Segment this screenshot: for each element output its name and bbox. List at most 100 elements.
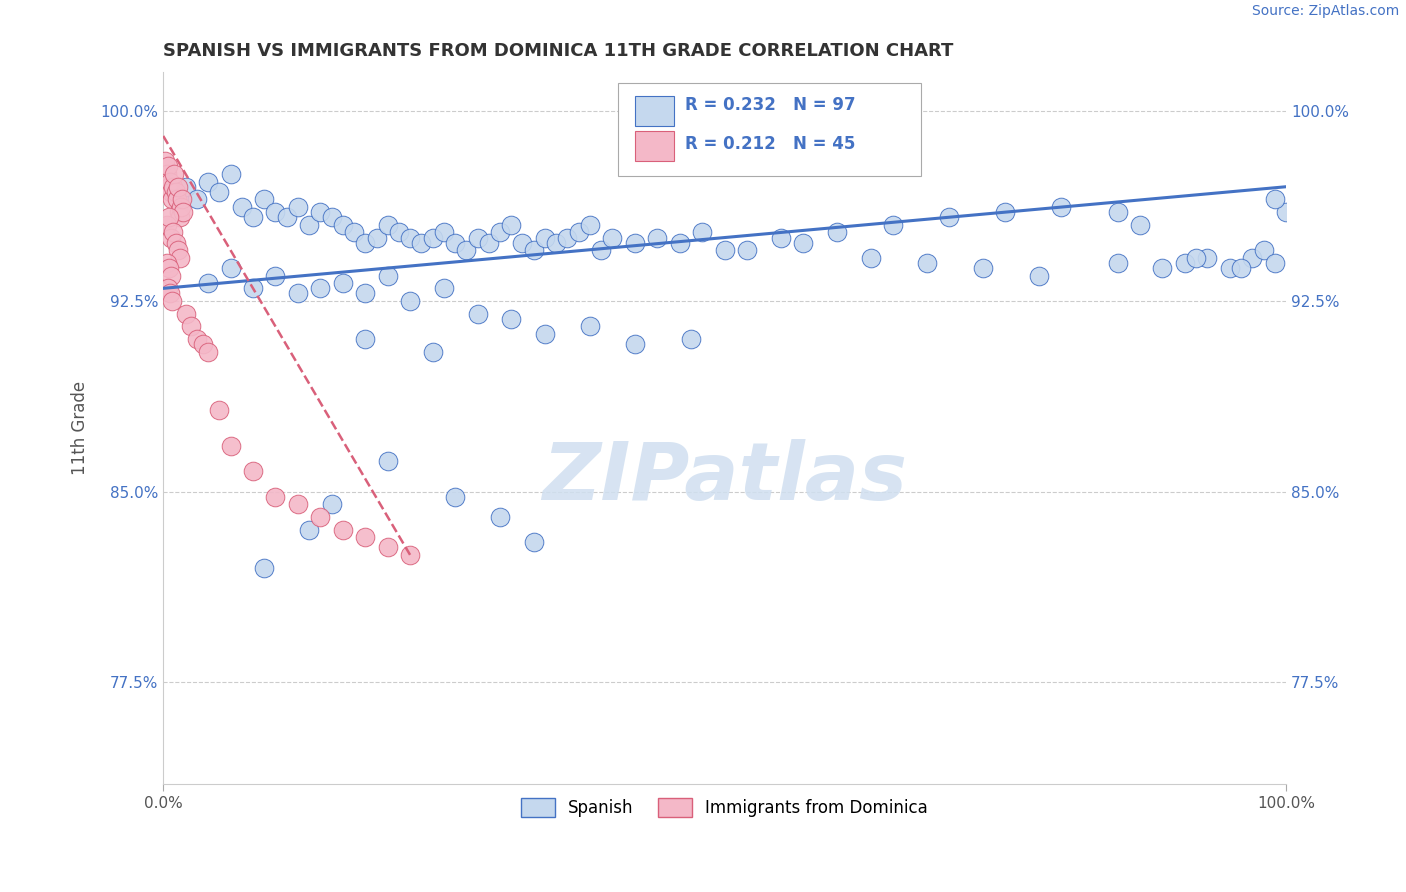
Point: [219, 167, 242, 181]
Point: [155, 167, 177, 181]
Point: [332, 277, 354, 291]
Point: [467, 307, 489, 321]
Bar: [634, 96, 673, 126]
Point: [938, 211, 960, 225]
Point: [1185, 251, 1208, 265]
Point: [456, 244, 478, 258]
Point: [534, 230, 557, 244]
Point: [1241, 251, 1264, 265]
Point: [167, 205, 190, 219]
Point: [180, 319, 202, 334]
Point: [1197, 251, 1219, 265]
Point: [467, 230, 489, 244]
Point: [1152, 260, 1174, 275]
Point: [354, 286, 377, 301]
Point: [546, 235, 568, 250]
Point: [1028, 268, 1050, 283]
Point: [166, 244, 188, 258]
Point: [242, 211, 264, 225]
Legend: Spanish, Immigrants from Dominica: Spanish, Immigrants from Dominica: [513, 789, 936, 825]
Point: [169, 251, 191, 265]
Point: [321, 497, 343, 511]
Point: [309, 510, 332, 524]
Y-axis label: 11th Grade: 11th Grade: [72, 381, 89, 475]
Point: [557, 230, 579, 244]
Point: [165, 185, 187, 199]
Point: [186, 193, 208, 207]
Point: [645, 230, 668, 244]
Point: [1174, 256, 1197, 270]
Point: [972, 260, 994, 275]
Text: Source: ZipAtlas.com: Source: ZipAtlas.com: [1251, 4, 1399, 19]
Point: [679, 332, 702, 346]
Point: [1219, 260, 1241, 275]
Point: [157, 260, 180, 275]
Point: [174, 307, 197, 321]
Point: [489, 226, 512, 240]
Point: [276, 211, 298, 225]
Point: [332, 218, 354, 232]
Point: [160, 193, 183, 207]
Point: [156, 160, 179, 174]
Point: [298, 218, 321, 232]
Point: [162, 179, 184, 194]
Bar: [634, 131, 673, 161]
Point: [1264, 193, 1286, 207]
Point: [1253, 244, 1275, 258]
Point: [157, 211, 180, 225]
Point: [792, 235, 814, 250]
Point: [690, 226, 713, 240]
Point: [172, 193, 194, 207]
Point: [186, 332, 208, 346]
Point: [157, 179, 180, 194]
Point: [253, 561, 276, 575]
Point: [242, 281, 264, 295]
Point: [399, 230, 422, 244]
Point: [623, 235, 645, 250]
Point: [915, 256, 938, 270]
Point: [523, 535, 546, 549]
Point: [433, 281, 456, 295]
Point: [166, 179, 188, 194]
Point: [160, 294, 183, 309]
Point: [769, 230, 792, 244]
Point: [591, 244, 613, 258]
Point: [713, 244, 735, 258]
Text: R = 0.232   N = 97: R = 0.232 N = 97: [685, 96, 856, 114]
Point: [422, 344, 444, 359]
Point: [411, 235, 433, 250]
Point: [343, 226, 366, 240]
Point: [534, 327, 557, 342]
Point: [501, 311, 523, 326]
Point: [1129, 218, 1152, 232]
Point: [197, 175, 219, 189]
Point: [1264, 256, 1286, 270]
Point: [377, 454, 399, 468]
Point: [197, 344, 219, 359]
Text: ZIPatlas: ZIPatlas: [543, 439, 907, 516]
Point: [160, 185, 183, 199]
Point: [155, 256, 177, 270]
Point: [994, 205, 1017, 219]
Point: [600, 230, 623, 244]
Point: [242, 464, 264, 478]
Point: [1230, 260, 1253, 275]
Point: [478, 235, 501, 250]
Point: [174, 179, 197, 194]
Point: [264, 205, 287, 219]
Point: [388, 226, 411, 240]
Point: [166, 193, 188, 207]
Point: [155, 218, 177, 232]
Point: [735, 244, 758, 258]
Point: [399, 294, 422, 309]
Point: [208, 403, 231, 417]
Point: [1275, 205, 1298, 219]
Point: [1050, 200, 1073, 214]
Point: [512, 235, 534, 250]
Point: [309, 281, 332, 295]
Point: [321, 211, 343, 225]
Point: [287, 497, 309, 511]
Point: [160, 268, 183, 283]
Point: [1107, 205, 1129, 219]
Point: [208, 185, 231, 199]
